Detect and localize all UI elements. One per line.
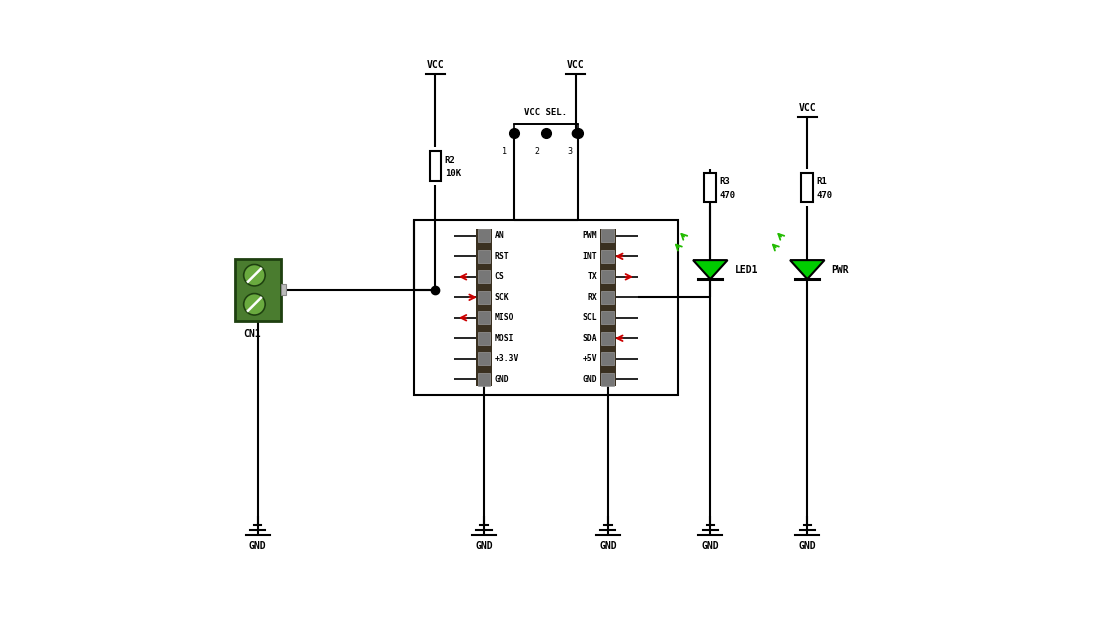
Text: 470: 470 <box>815 191 832 200</box>
Text: 2: 2 <box>534 147 540 156</box>
Bar <box>280 284 287 295</box>
Text: R3: R3 <box>719 178 730 187</box>
Bar <box>477 229 490 242</box>
Bar <box>477 311 490 324</box>
Bar <box>601 229 614 242</box>
Text: MISO: MISO <box>495 313 514 322</box>
Bar <box>601 332 614 345</box>
Text: GND: GND <box>249 541 267 551</box>
Text: GND: GND <box>598 541 616 551</box>
Text: GND: GND <box>495 375 509 384</box>
Text: +3.3V: +3.3V <box>495 354 519 363</box>
Text: MOSI: MOSI <box>495 333 514 343</box>
Text: CN1: CN1 <box>244 329 261 339</box>
Text: 470: 470 <box>719 191 735 200</box>
Bar <box>704 173 716 202</box>
Text: TX: TX <box>587 273 597 281</box>
Bar <box>601 311 614 324</box>
Bar <box>477 373 490 386</box>
Polygon shape <box>789 260 824 279</box>
Text: INT: INT <box>582 252 597 261</box>
Text: GND: GND <box>701 541 719 551</box>
Text: 3: 3 <box>566 147 572 156</box>
Text: PWR: PWR <box>831 264 849 274</box>
Text: PWM: PWM <box>582 231 597 241</box>
Text: R2: R2 <box>444 156 455 165</box>
Text: VCC: VCC <box>426 60 444 70</box>
Bar <box>430 151 441 181</box>
Bar <box>599 229 616 386</box>
Text: SDA: SDA <box>582 333 597 343</box>
Bar <box>477 352 490 365</box>
Text: GND: GND <box>582 375 597 384</box>
Text: +5V: +5V <box>582 354 597 363</box>
Text: GND: GND <box>798 541 815 551</box>
Bar <box>601 270 614 283</box>
Text: RST: RST <box>495 252 509 261</box>
Text: SCK: SCK <box>495 293 509 302</box>
Text: CS: CS <box>495 273 505 281</box>
Text: VCC: VCC <box>566 60 584 70</box>
Text: 1: 1 <box>503 147 507 156</box>
Text: LED1: LED1 <box>734 264 757 274</box>
Text: 10K: 10K <box>444 170 461 178</box>
Text: VCC SEL.: VCC SEL. <box>525 108 568 117</box>
Bar <box>235 259 280 321</box>
Text: SCL: SCL <box>582 313 597 322</box>
Circle shape <box>244 264 266 286</box>
Polygon shape <box>693 260 727 279</box>
Bar <box>476 229 491 386</box>
Text: AN: AN <box>495 231 505 241</box>
Text: RX: RX <box>587 293 597 302</box>
Circle shape <box>244 293 266 315</box>
Text: VCC: VCC <box>798 103 815 113</box>
Bar <box>477 250 490 263</box>
Bar <box>413 220 678 396</box>
Bar <box>601 373 614 386</box>
Bar <box>477 291 490 304</box>
Text: GND: GND <box>475 541 493 551</box>
Text: R1: R1 <box>815 178 826 187</box>
Bar <box>477 332 490 345</box>
Bar <box>477 270 490 283</box>
Bar <box>601 291 614 304</box>
Bar <box>801 173 812 202</box>
Bar <box>601 352 614 365</box>
Bar <box>601 250 614 263</box>
